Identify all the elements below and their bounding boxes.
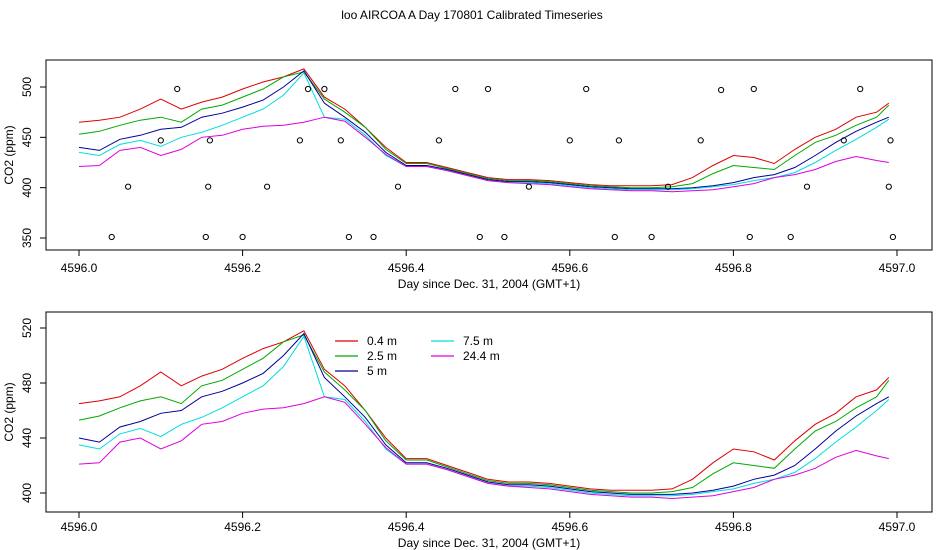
bottom-series-line-24-4-m (78, 396, 889, 500)
top-plot-frame (45, 59, 933, 251)
top-marker-point (889, 233, 897, 241)
top-marker-point (202, 233, 209, 241)
legend-entry-label: 0.4 m (367, 334, 397, 348)
bottom-y-tick-label: 480 (20, 373, 34, 393)
top-series-line-5-m (78, 70, 889, 190)
top-x-tick-label: 4596.2 (224, 261, 261, 275)
bottom-x-tick-label: 4596.8 (715, 520, 752, 534)
top-marker-point (787, 233, 794, 241)
top-y-tick-label: 500 (20, 77, 34, 97)
bottom-series-line-5-m (78, 332, 890, 495)
top-marker-point (648, 233, 655, 241)
top-marker-point (321, 85, 328, 93)
top-marker-point (108, 233, 115, 241)
top-x-tick-label: 4596.8 (715, 261, 752, 275)
bottom-x-axis-label: Day since Dec. 31, 2004 (GMT+1) (398, 536, 580, 550)
top-marker-point (583, 85, 590, 93)
top-y-tick-label: 450 (20, 127, 34, 147)
bottom-series-line-0-4-m (78, 330, 890, 491)
top-marker-point (337, 137, 344, 144)
top-marker-point (664, 183, 672, 190)
bottom-x-tick-label: 4597.0 (879, 520, 916, 534)
top-marker-point (264, 183, 271, 190)
bottom-y-tick-label: 440 (20, 428, 34, 448)
top-x-tick-label: 4596.4 (388, 261, 425, 275)
bottom-x-tick-label: 4596.2 (224, 520, 261, 534)
bottom-x-tick-label: 4596.6 (551, 520, 588, 534)
figure-title: loo AIRCOA A Day 170801 Calibrated Times… (341, 8, 602, 22)
top-marker-point (435, 137, 442, 144)
top-marker-point (370, 233, 377, 241)
top-marker-point (525, 183, 533, 190)
top-marker-point (840, 137, 847, 144)
legend-entry-label: 7.5 m (463, 334, 493, 348)
top-marker-point (484, 85, 492, 93)
top-marker-point (206, 137, 213, 144)
top-marker-point (157, 137, 164, 144)
top-y-tick-label: 350 (20, 228, 34, 248)
top-x-axis-label: Day since Dec. 31, 2004 (GMT+1) (398, 277, 580, 291)
top-marker-point (566, 137, 573, 144)
bottom-y-tick-label: 400 (20, 483, 34, 503)
top-y-tick-label: 400 (20, 177, 34, 197)
top-marker-point (697, 137, 704, 144)
legend-entry-label: 5 m (367, 364, 387, 378)
top-marker-point (296, 137, 303, 144)
top-marker-point (394, 183, 402, 190)
top-marker-point (452, 85, 459, 93)
legend-entry-label: 24.4 m (463, 349, 500, 363)
top-marker-point (125, 183, 132, 190)
top-marker-point (345, 233, 352, 241)
top-marker-point (746, 233, 753, 241)
bottom-y-axis-label: CO2 (ppm) (2, 382, 16, 441)
top-marker-point (750, 85, 757, 93)
top-series-line-7-5-m (78, 72, 890, 191)
bottom-x-tick-label: 4596.4 (388, 520, 425, 534)
top-series-line-2-5-m (78, 71, 890, 189)
bottom-y-tick-label: 520 (20, 318, 34, 338)
top-marker-point (239, 233, 246, 241)
top-marker-point (174, 85, 181, 93)
legend-entry-label: 2.5 m (367, 349, 397, 363)
top-x-tick-label: 4596.0 (61, 261, 98, 275)
top-marker-point (887, 137, 894, 144)
top-marker-point (885, 183, 892, 190)
bottom-chart-panel: Day since Dec. 31, 2004 (GMT+1) CO2 (ppm… (2, 311, 933, 550)
top-marker-point (611, 233, 618, 241)
top-x-tick-label: 4596.6 (551, 261, 588, 275)
top-marker-point (803, 183, 811, 190)
top-chart-panel: Day since Dec. 31, 2004 (GMT+1) CO2 (ppm… (2, 59, 933, 291)
top-x-tick-label: 4597.0 (879, 261, 916, 275)
top-marker-point (501, 233, 508, 241)
top-marker-point (718, 86, 725, 94)
top-marker-point (857, 85, 864, 93)
top-marker-point (205, 183, 212, 190)
top-marker-point (476, 233, 483, 241)
top-series-line-0-4-m (78, 68, 890, 187)
top-marker-point (304, 85, 312, 93)
bottom-x-tick-label: 4596.0 (61, 520, 98, 534)
bottom-series-line-2-5-m (78, 334, 890, 494)
top-marker-point (615, 137, 623, 144)
top-series-line-24-4-m (78, 116, 889, 193)
top-y-axis-label: CO2 (ppm) (2, 125, 16, 184)
